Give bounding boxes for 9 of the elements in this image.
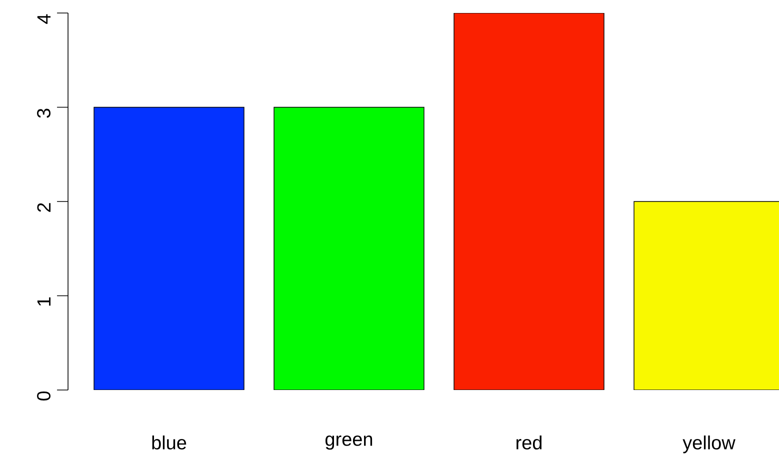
y-tick-label: 2 [37, 203, 50, 212]
x-tick-label: yellow [682, 436, 736, 454]
x-tick-label: blue [152, 436, 186, 450]
y-tick-label: 1 [37, 297, 50, 306]
x-tick-label: red [516, 436, 542, 450]
y-tick-label: 3 [37, 108, 50, 118]
y-tick-label: 4 [37, 14, 50, 24]
y-tick-label: 0 [37, 391, 50, 401]
x-tick-label: green [326, 436, 372, 450]
